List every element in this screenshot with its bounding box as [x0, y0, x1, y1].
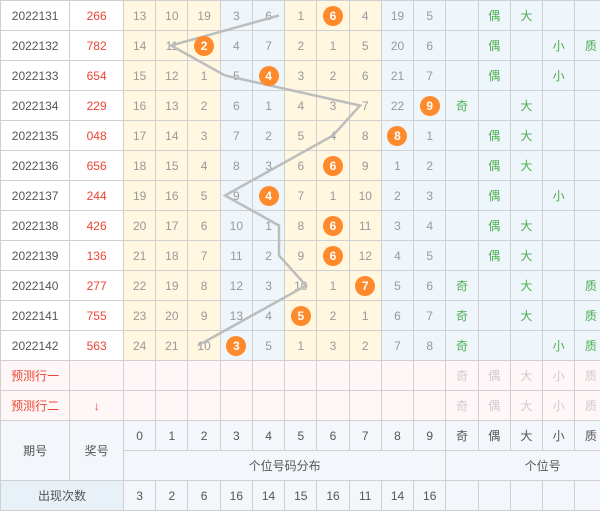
trend-row: 202214027722198123101756奇大质: [1, 271, 600, 301]
trend-row: 2022135048171437254881偶大合: [1, 121, 600, 151]
trend-row: 20221425632421103513278奇小质: [1, 331, 600, 361]
hit-ball: 2: [194, 36, 214, 56]
hit-ball: 5: [291, 306, 311, 326]
hit-ball: 9: [420, 96, 440, 116]
arrow-down-icon: ↓: [94, 399, 100, 413]
hit-ball: 6: [323, 216, 343, 236]
trend-row: 20221372441916594711023偶小合: [1, 181, 600, 211]
trend-row: 2022136656181548366912偶大合: [1, 151, 600, 181]
trend-row: 20221327821411247215206偶小质: [1, 31, 600, 61]
hit-ball: 7: [355, 276, 375, 296]
hit-ball: 8: [387, 126, 407, 146]
hit-ball: 4: [259, 66, 279, 86]
summary-row: 出现次数32616141516111416: [1, 481, 600, 511]
hit-ball: 4: [259, 186, 279, 206]
trend-row: 20221342291613261437229奇大合: [1, 91, 600, 121]
trend-row: 20221417552320913452167奇大质: [1, 301, 600, 331]
hit-ball: 6: [323, 6, 343, 26]
predict-row: 预测行一奇偶大小质合: [1, 361, 600, 391]
lottery-trend-table: 202213126613101936164195偶大合2022132782141…: [0, 0, 600, 511]
trend-row: 202213126613101936164195偶大合: [1, 1, 600, 31]
predict-row: 预测行二↓奇偶大小质合: [1, 391, 600, 421]
hit-ball: 3: [226, 336, 246, 356]
hit-ball: 6: [323, 246, 343, 266]
hit-ball: 6: [323, 156, 343, 176]
trend-row: 202213913621187112961245偶大合: [1, 241, 600, 271]
header-row: 期号奖号0123456789奇偶大小质合: [1, 421, 600, 451]
trend-row: 202213842620176101861134偶大合: [1, 211, 600, 241]
trend-row: 20221336541512154326217偶小合: [1, 61, 600, 91]
